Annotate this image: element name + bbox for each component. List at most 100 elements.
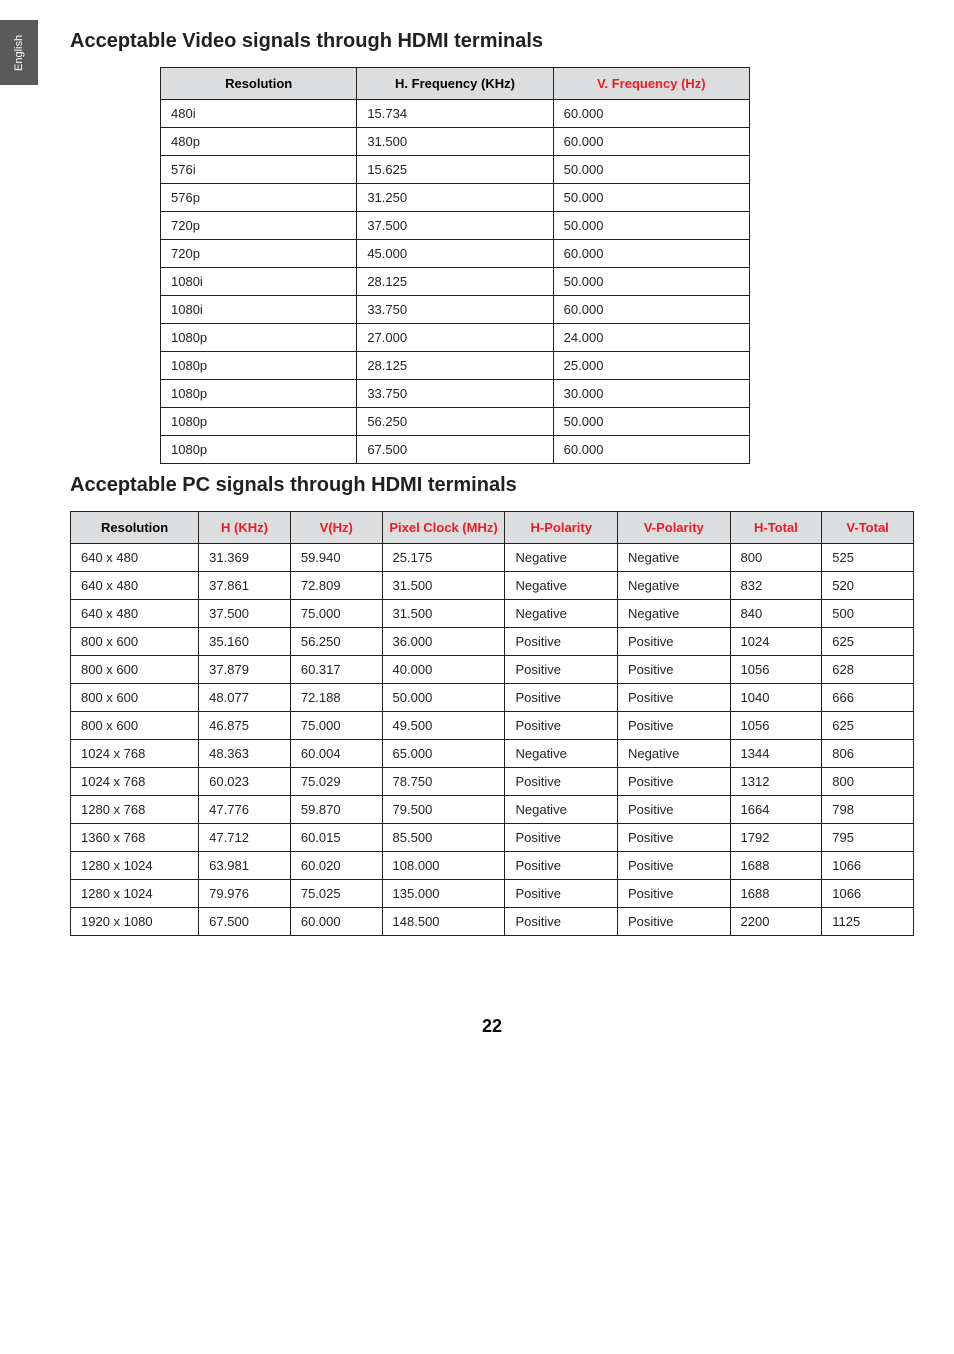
table-cell: 15.734 [357, 100, 553, 128]
table-cell: Positive [505, 880, 618, 908]
table-cell: Positive [505, 852, 618, 880]
col-vfreq: V. Frequency (Hz) [553, 68, 749, 100]
table-cell: 45.000 [357, 240, 553, 268]
col-resolution: Resolution [71, 512, 199, 544]
table-row: 720p37.50050.000 [161, 212, 750, 240]
table-header-row: Resolution H (KHz) V(Hz) Pixel Clock (MH… [71, 512, 914, 544]
table-cell: 1056 [730, 656, 822, 684]
table-cell: 59.870 [290, 796, 382, 824]
table-cell: 1024 x 768 [71, 768, 199, 796]
table-cell: 30.000 [553, 380, 749, 408]
table-cell: 65.000 [382, 740, 505, 768]
table-cell: Positive [618, 712, 731, 740]
table-cell: 1024 [730, 628, 822, 656]
table-cell: 59.940 [290, 544, 382, 572]
table-row: 576i15.62550.000 [161, 156, 750, 184]
table-cell: Positive [618, 824, 731, 852]
table-cell: 1040 [730, 684, 822, 712]
table-cell: Positive [618, 628, 731, 656]
table-cell: Negative [505, 572, 618, 600]
col-resolution: Resolution [161, 68, 357, 100]
table-cell: 72.809 [290, 572, 382, 600]
table-cell: 720p [161, 240, 357, 268]
table-cell: Positive [505, 628, 618, 656]
table-cell: 720p [161, 212, 357, 240]
table-row: 800 x 60046.87575.00049.500PositivePosit… [71, 712, 914, 740]
table-cell: 806 [822, 740, 914, 768]
table-cell: 33.750 [357, 296, 553, 324]
table-cell: 31.250 [357, 184, 553, 212]
table-cell: 75.025 [290, 880, 382, 908]
table-cell: Positive [505, 768, 618, 796]
table-cell: Positive [618, 880, 731, 908]
table-cell: 60.000 [553, 100, 749, 128]
table-row: 1280 x 76847.77659.87079.500NegativePosi… [71, 796, 914, 824]
table-cell: 1312 [730, 768, 822, 796]
table-cell: Negative [505, 544, 618, 572]
table-cell: 640 x 480 [71, 572, 199, 600]
table-cell: 2200 [730, 908, 822, 936]
table-cell: 576p [161, 184, 357, 212]
table-cell: 72.188 [290, 684, 382, 712]
table-cell: 1066 [822, 852, 914, 880]
table-cell: 625 [822, 712, 914, 740]
table-cell: 67.500 [357, 436, 553, 464]
table-cell: 1080p [161, 352, 357, 380]
table-cell: 56.250 [290, 628, 382, 656]
table-cell: 1280 x 768 [71, 796, 199, 824]
table-cell: Negative [618, 600, 731, 628]
table-row: 1280 x 102479.97675.025135.000PositivePo… [71, 880, 914, 908]
table-cell: Positive [618, 656, 731, 684]
col-hfreq: H. Frequency (KHz) [357, 68, 553, 100]
table-cell: 37.861 [199, 572, 291, 600]
table-cell: 1792 [730, 824, 822, 852]
table-cell: 24.000 [553, 324, 749, 352]
table-cell: 40.000 [382, 656, 505, 684]
table-header-row: Resolution H. Frequency (KHz) V. Frequen… [161, 68, 750, 100]
table-cell: 50.000 [553, 408, 749, 436]
table-cell: 640 x 480 [71, 544, 199, 572]
table-cell: 500 [822, 600, 914, 628]
table-cell: Positive [618, 852, 731, 880]
table-cell: 31.369 [199, 544, 291, 572]
table-row: 1024 x 76860.02375.02978.750PositivePosi… [71, 768, 914, 796]
col-pixelclock: Pixel Clock (MHz) [389, 520, 497, 535]
table-row: 576p31.25050.000 [161, 184, 750, 212]
col-hkhz: H (KHz) [221, 520, 268, 535]
table-cell: 78.750 [382, 768, 505, 796]
table-cell: 25.175 [382, 544, 505, 572]
table-row: 480p31.50060.000 [161, 128, 750, 156]
table-cell: 85.500 [382, 824, 505, 852]
table-cell: 47.712 [199, 824, 291, 852]
table-cell: 800 x 600 [71, 712, 199, 740]
table-cell: Negative [618, 740, 731, 768]
table-cell: 48.363 [199, 740, 291, 768]
table-cell: 63.981 [199, 852, 291, 880]
table-cell: 480p [161, 128, 357, 156]
table-cell: 25.000 [553, 352, 749, 380]
heading-video: Acceptable Video signals through HDMI te… [70, 30, 914, 53]
table-cell: 27.000 [357, 324, 553, 352]
table-cell: 1080p [161, 324, 357, 352]
table-cell: 1066 [822, 880, 914, 908]
table-cell: 525 [822, 544, 914, 572]
table-cell: Negative [505, 740, 618, 768]
col-hpol: H-Polarity [531, 520, 592, 535]
table-cell: 50.000 [553, 184, 749, 212]
table-cell: 1360 x 768 [71, 824, 199, 852]
language-label: English [13, 34, 25, 70]
table-cell: 1024 x 768 [71, 740, 199, 768]
table-cell: 37.879 [199, 656, 291, 684]
table-cell: 1280 x 1024 [71, 880, 199, 908]
table-cell: 60.000 [553, 296, 749, 324]
language-tab: English [0, 20, 38, 85]
page-content: Acceptable Video signals through HDMI te… [0, 0, 954, 1037]
table-cell: 75.000 [290, 712, 382, 740]
table-cell: 640 x 480 [71, 600, 199, 628]
table-cell: 50.000 [553, 268, 749, 296]
table-cell: 37.500 [199, 600, 291, 628]
table-cell: 46.875 [199, 712, 291, 740]
table-cell: 50.000 [553, 212, 749, 240]
table-row: 800 x 60035.16056.25036.000PositivePosit… [71, 628, 914, 656]
heading-pc: Acceptable PC signals through HDMI termi… [70, 474, 914, 497]
